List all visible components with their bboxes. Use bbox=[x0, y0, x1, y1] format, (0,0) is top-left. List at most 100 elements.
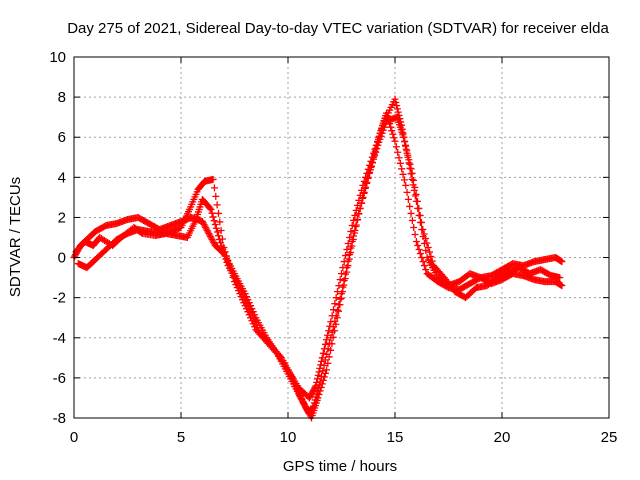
data-point bbox=[309, 386, 317, 394]
data-point bbox=[202, 223, 210, 231]
data-point bbox=[394, 148, 402, 156]
data-point bbox=[237, 288, 245, 296]
data-point bbox=[370, 155, 378, 163]
data-point bbox=[218, 242, 226, 250]
data-point bbox=[357, 199, 365, 207]
data-point bbox=[308, 389, 316, 397]
data-points bbox=[70, 95, 566, 422]
data-point bbox=[206, 204, 214, 212]
data-point bbox=[333, 314, 341, 322]
data-point bbox=[406, 202, 414, 210]
data-point bbox=[389, 130, 397, 138]
data-point bbox=[236, 285, 244, 293]
data-point bbox=[211, 220, 219, 228]
data-point bbox=[204, 228, 212, 236]
data-point bbox=[411, 192, 419, 200]
data-point bbox=[324, 331, 332, 339]
data-point bbox=[402, 142, 410, 150]
data-point bbox=[203, 226, 211, 234]
data-point bbox=[202, 225, 210, 233]
data-point bbox=[210, 239, 218, 247]
data-point bbox=[251, 318, 259, 326]
data-point bbox=[212, 192, 220, 200]
data-point bbox=[349, 236, 357, 244]
x-tick-label: 10 bbox=[280, 429, 297, 446]
data-point bbox=[319, 376, 327, 384]
data-point bbox=[341, 275, 349, 283]
data-point bbox=[344, 240, 352, 248]
data-point bbox=[376, 135, 384, 143]
data-point bbox=[223, 258, 231, 266]
data-point bbox=[556, 274, 564, 282]
data-point bbox=[290, 377, 298, 385]
data-point bbox=[331, 327, 339, 335]
data-point bbox=[414, 242, 422, 250]
data-point bbox=[403, 147, 411, 155]
data-point bbox=[408, 169, 416, 177]
y-tick-label: -8 bbox=[53, 410, 66, 427]
data-point bbox=[400, 176, 408, 184]
data-point bbox=[408, 175, 416, 183]
data-point bbox=[346, 234, 354, 241]
data-point bbox=[394, 108, 402, 116]
data-point bbox=[340, 258, 348, 266]
x-tick-label: 20 bbox=[494, 429, 511, 446]
data-point bbox=[247, 309, 255, 317]
data-point bbox=[336, 276, 344, 284]
data-point bbox=[207, 205, 215, 213]
data-point bbox=[373, 145, 381, 153]
data-point bbox=[323, 336, 331, 344]
data-point bbox=[351, 229, 359, 237]
data-point bbox=[417, 218, 425, 226]
data-point bbox=[217, 239, 225, 247]
data-point bbox=[337, 294, 345, 302]
data-point bbox=[295, 389, 303, 397]
data-point bbox=[276, 352, 284, 360]
data-point bbox=[315, 390, 323, 398]
data-point bbox=[393, 105, 401, 113]
data-point bbox=[206, 232, 214, 240]
data-point bbox=[318, 354, 326, 362]
data-point bbox=[420, 230, 428, 238]
data-point bbox=[320, 345, 328, 353]
data-point bbox=[379, 126, 387, 134]
x-tick-labels: 0 5 10 15 20 25 bbox=[70, 429, 618, 446]
data-point bbox=[298, 395, 306, 403]
data-point bbox=[372, 148, 380, 156]
data-point bbox=[419, 225, 427, 233]
data-point bbox=[345, 255, 353, 263]
data-point bbox=[332, 320, 340, 328]
data-point bbox=[212, 224, 220, 232]
data-point bbox=[327, 346, 335, 354]
data-point bbox=[364, 174, 372, 182]
data-point bbox=[423, 239, 431, 247]
data-point bbox=[558, 282, 566, 290]
data-point bbox=[407, 165, 415, 173]
y-tick-label: 0 bbox=[58, 250, 66, 267]
data-point bbox=[348, 221, 356, 229]
data-point bbox=[331, 300, 339, 308]
data-point bbox=[325, 353, 333, 361]
data-point bbox=[416, 250, 424, 258]
data-point bbox=[411, 183, 419, 191]
data-point bbox=[336, 301, 344, 309]
data-point bbox=[219, 245, 227, 253]
data-point bbox=[249, 315, 257, 323]
data-point bbox=[319, 349, 327, 357]
data-point bbox=[413, 197, 421, 205]
y-tick-label: -2 bbox=[53, 290, 66, 307]
data-point bbox=[214, 209, 222, 217]
data-point bbox=[214, 232, 222, 240]
data-point bbox=[328, 312, 336, 320]
data-point bbox=[405, 156, 413, 164]
data-point bbox=[411, 230, 419, 238]
x-tick-label: 5 bbox=[177, 429, 185, 446]
data-point bbox=[371, 152, 379, 160]
data-point bbox=[209, 175, 217, 183]
data-point bbox=[427, 253, 435, 261]
x-tick-label: 0 bbox=[70, 429, 78, 446]
data-point bbox=[310, 385, 318, 393]
data-point bbox=[216, 236, 224, 244]
data-point bbox=[428, 257, 436, 265]
